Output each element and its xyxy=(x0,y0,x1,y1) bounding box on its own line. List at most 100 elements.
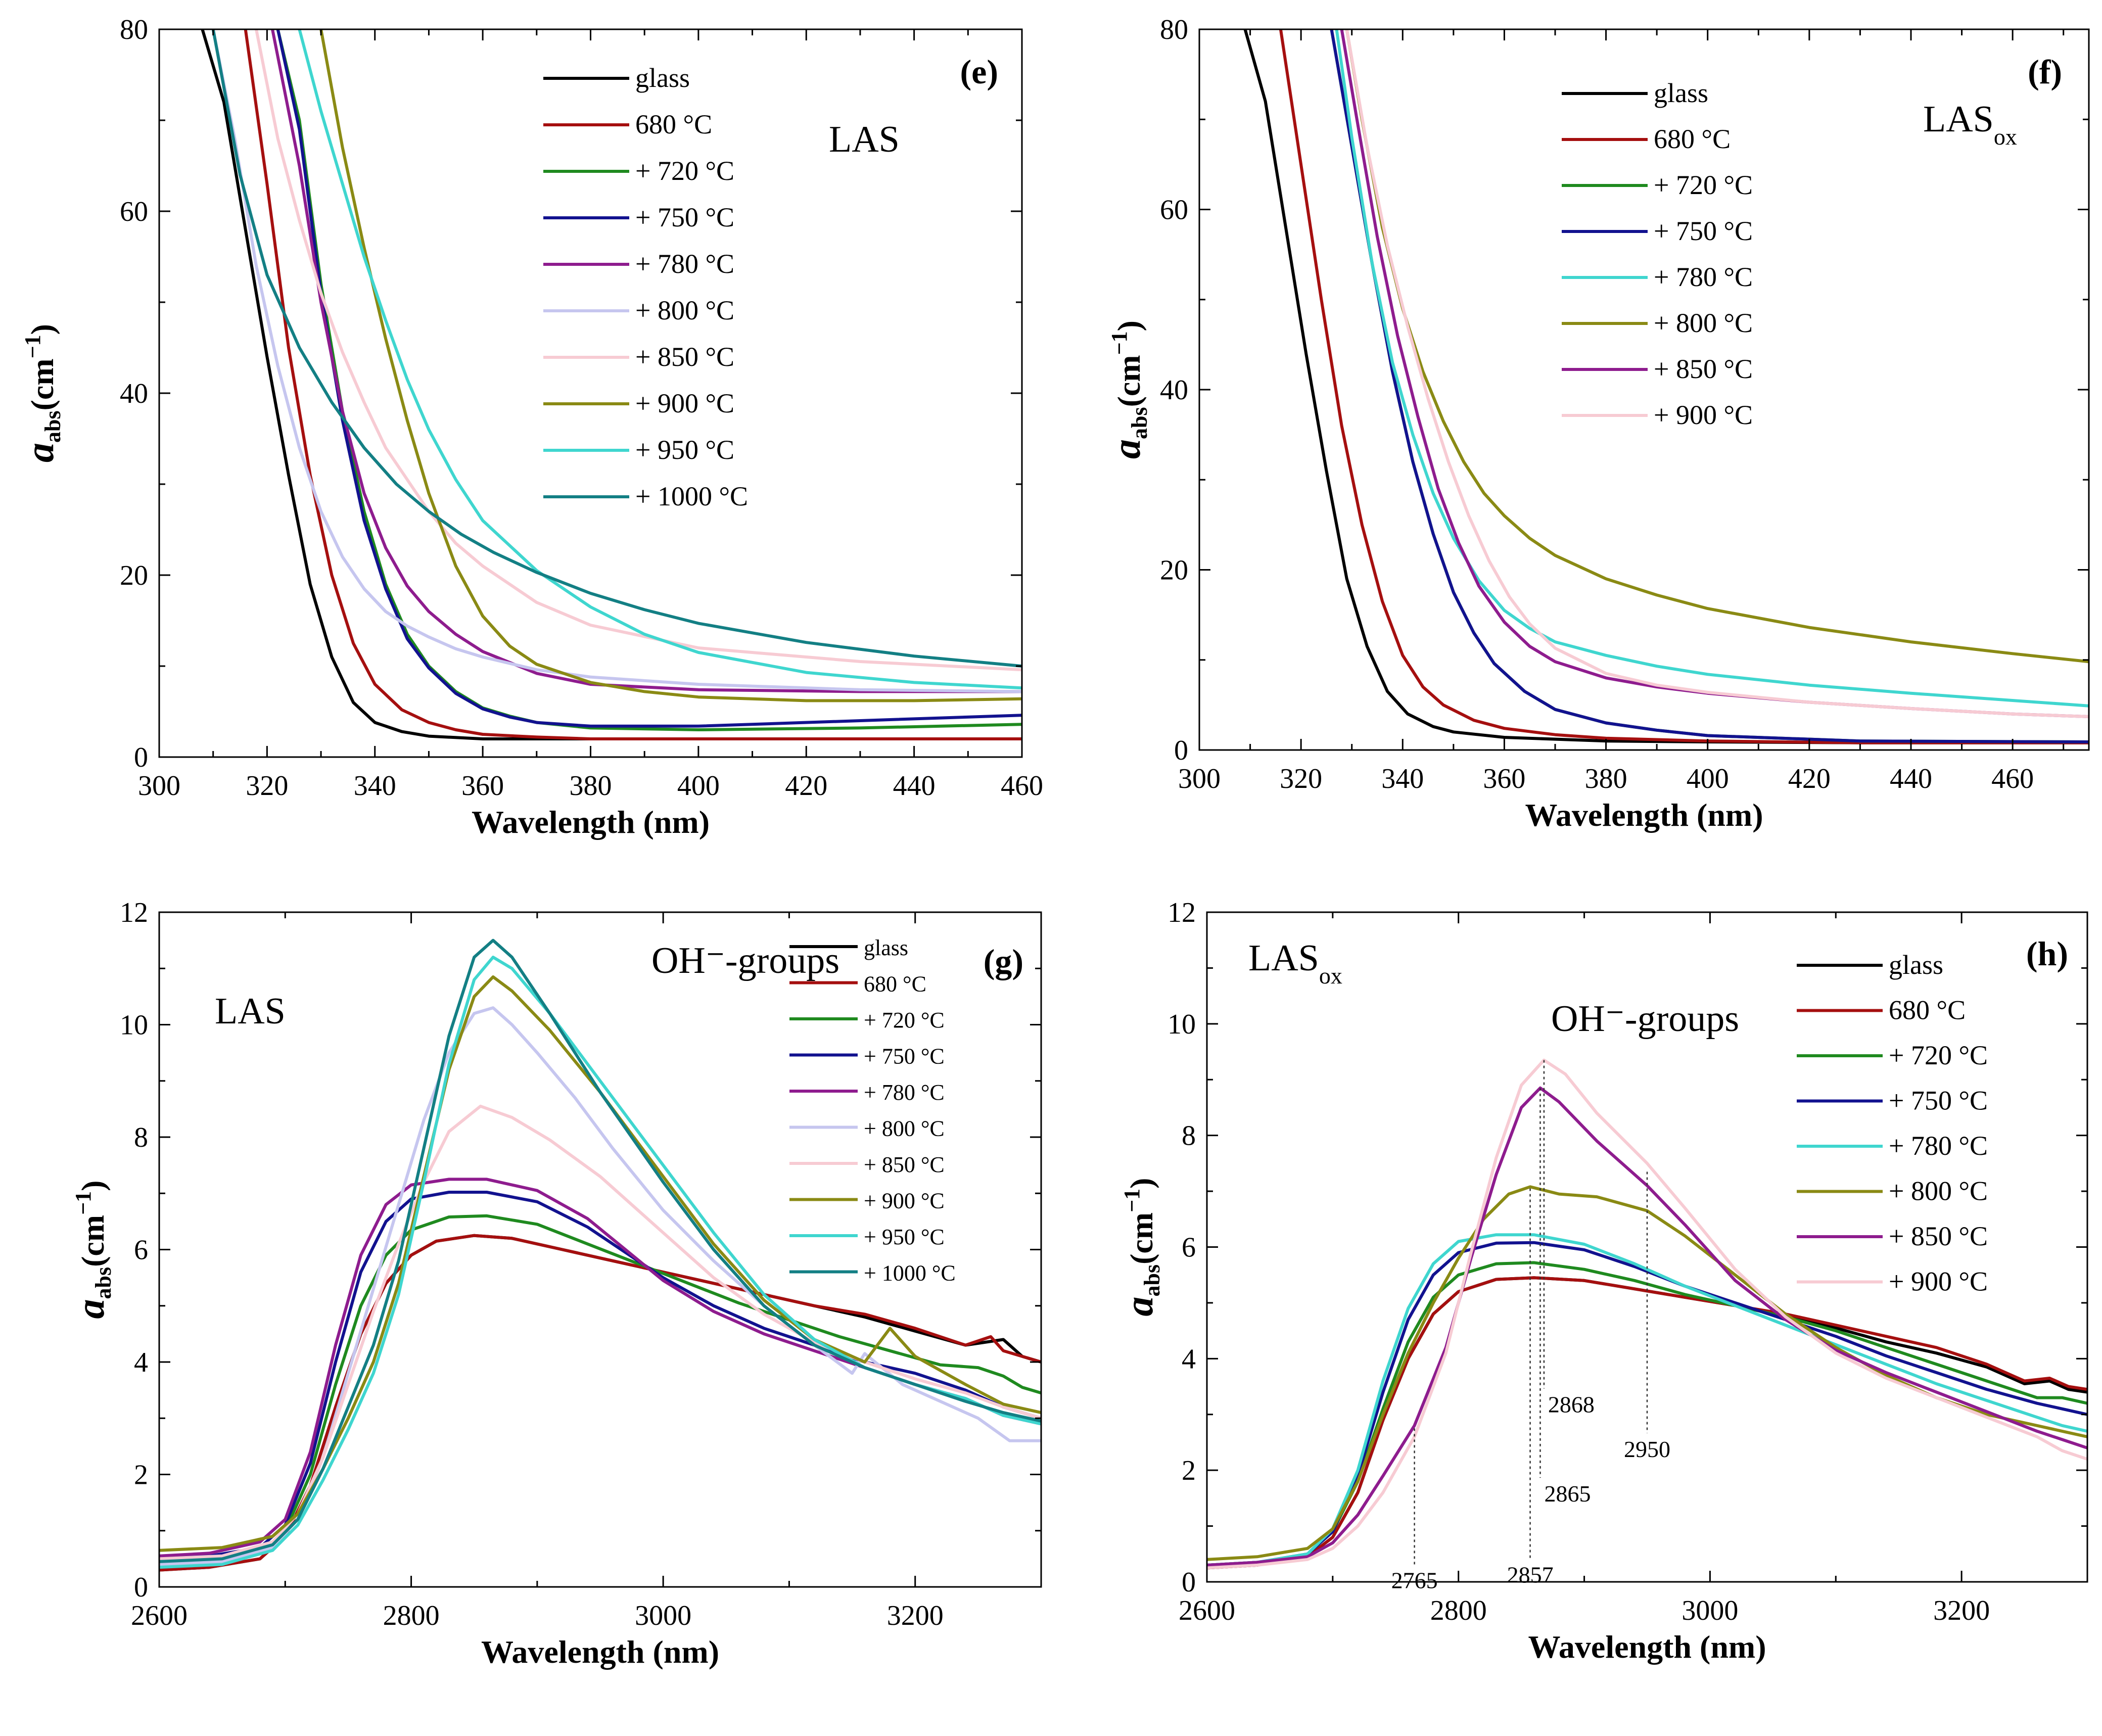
legend-label: 680 °C xyxy=(1889,995,1966,1025)
series-line-850-c xyxy=(159,1104,1041,1561)
y-tick-label: 2 xyxy=(1182,1455,1196,1486)
y-axis-unit-close: ) xyxy=(1124,1178,1159,1188)
legend-label: + 850 °C xyxy=(1654,354,1753,384)
y-tick-label: 40 xyxy=(1160,374,1188,406)
y-tick-label: 12 xyxy=(1167,897,1196,928)
y-tick-label: 20 xyxy=(1160,555,1188,586)
legend-label: + 850 °C xyxy=(1889,1221,1988,1251)
legend-label: 680 °C xyxy=(864,972,926,997)
legend-label: + 1000 °C xyxy=(864,1261,956,1286)
y-tick-label: 0 xyxy=(1182,1567,1196,1598)
legend-label: 680 °C xyxy=(1654,124,1731,154)
legend-label: + 750 °C xyxy=(864,1044,945,1069)
legend-label: + 750 °C xyxy=(1889,1086,1988,1116)
y-axis-title: aabs(cm−1) xyxy=(18,324,65,462)
y-tick-label: 12 xyxy=(120,897,148,928)
y-tick-label: 6 xyxy=(134,1235,148,1266)
y-axis-title: aabs(cm−1) xyxy=(68,1180,116,1319)
y-tick-label: 0 xyxy=(134,1572,148,1603)
legend-label: + 750 °C xyxy=(635,202,734,232)
panel-label: (f) xyxy=(2028,53,2062,91)
sample-label: LASox xyxy=(1248,937,1342,989)
legend-label: + 800 °C xyxy=(635,295,734,325)
x-tick-label: 3000 xyxy=(1681,1595,1738,1626)
y-tick-label: 0 xyxy=(1174,735,1188,766)
y-axis-exponent: −1 xyxy=(1119,1189,1144,1212)
sample-name: LAS xyxy=(829,119,900,160)
annotation-oh-groups: OH⁻-groups xyxy=(651,940,839,981)
y-tick-label: 60 xyxy=(1160,195,1188,226)
panel-label: (e) xyxy=(960,53,998,91)
y-axis-title: aabs(cm−1) xyxy=(1117,1178,1164,1316)
legend-label: + 720 °C xyxy=(1654,170,1753,200)
legend: glass 680 °C + 720 °C + 750 °C + 780 °C + 800… xyxy=(789,935,956,1286)
y-axis-symbol: a xyxy=(18,443,62,462)
x-tick-label: 340 xyxy=(354,770,396,802)
peak-label: 2765 xyxy=(1391,1567,1438,1593)
y-axis-exponent: −1 xyxy=(71,1191,96,1215)
legend-label: glass xyxy=(864,935,908,960)
legend-label: + 800 °C xyxy=(864,1116,945,1141)
x-tick-label: 400 xyxy=(677,770,720,802)
y-tick-label: 4 xyxy=(134,1347,148,1378)
x-tick-label: 420 xyxy=(1788,763,1831,794)
x-tick-label: 320 xyxy=(1280,763,1322,794)
panel-label: (h) xyxy=(2026,934,2068,973)
legend-label: + 1000 °C xyxy=(635,481,748,511)
legend: glass 680 °C + 720 °C + 750 °C + 780 °C + 800… xyxy=(1797,950,1988,1297)
sample-name: LAS xyxy=(1923,99,1994,140)
y-axis-symbol: a xyxy=(68,1299,112,1319)
y-tick-label: 8 xyxy=(1182,1120,1196,1152)
series-line-680-c xyxy=(244,29,1022,740)
peak-label: 2950 xyxy=(1624,1436,1670,1462)
chart-panel-g: 2600 2800 3000 3200 0 2 4 6 8 10 12 Wavelength (nm)… xyxy=(68,897,1042,1670)
x-tick-label: 360 xyxy=(1483,763,1525,794)
sample-name: LAS xyxy=(215,991,286,1032)
panel-label: (g) xyxy=(984,942,1023,980)
legend-label: + 720 °C xyxy=(864,1008,945,1033)
legend-label: + 950 °C xyxy=(864,1225,945,1249)
x-tick-label: 460 xyxy=(1001,770,1043,802)
x-tick-label: 2800 xyxy=(383,1600,440,1631)
legend-label: glass xyxy=(1654,78,1708,108)
plot-area xyxy=(1243,29,2089,744)
series-line-850-c xyxy=(1207,1086,2087,1567)
series-line-800-c xyxy=(211,29,1022,693)
x-tick-label: 380 xyxy=(570,770,612,802)
y-axis-unit: (cm xyxy=(24,358,60,410)
x-tick-label: 3000 xyxy=(635,1600,691,1631)
y-tick-label: 20 xyxy=(120,560,148,591)
legend-label: + 720 °C xyxy=(1889,1040,1988,1070)
sample-subscript: ox xyxy=(1994,124,2017,150)
legend-label: 680 °C xyxy=(635,109,712,139)
legend: glass 680 °C + 720 °C + 750 °C + 780 °C + 800… xyxy=(1562,78,1753,430)
series-line-720-c xyxy=(159,1214,1041,1566)
peak-label: 2865 xyxy=(1544,1481,1591,1507)
legend-label: + 850 °C xyxy=(635,342,734,372)
y-axis-symbol: a xyxy=(1104,439,1148,459)
annotation-oh-groups: OH⁻-groups xyxy=(1551,998,1739,1040)
plot-area xyxy=(159,939,1041,1572)
series-line-780-c xyxy=(1335,29,2089,708)
series-line-900-c xyxy=(1207,1058,2087,1570)
sample-label: LASox xyxy=(1923,99,2017,150)
series-line-glass xyxy=(1243,29,2089,744)
y-axis-unit-close: ) xyxy=(24,324,60,335)
x-axis-title: Wavelength (nm) xyxy=(481,1634,719,1670)
legend-label: + 900 °C xyxy=(1889,1266,1988,1297)
series-line-900-c xyxy=(1345,29,2089,718)
x-tick-label: 300 xyxy=(1178,763,1221,794)
y-axis-exponent: −1 xyxy=(1107,331,1132,355)
x-tick-label: 380 xyxy=(1585,763,1627,794)
series-line-850-c xyxy=(255,29,1022,672)
sample-label: LAS xyxy=(215,991,286,1032)
y-axis-subscript: abs xyxy=(91,1267,116,1299)
legend-label: + 850 °C xyxy=(864,1152,945,1177)
legend-label: + 800 °C xyxy=(1654,308,1753,338)
legend-label: + 780 °C xyxy=(1889,1131,1988,1161)
series-line-1000-c xyxy=(211,29,1022,668)
sample-label: LAS xyxy=(829,119,900,160)
y-tick-label: 60 xyxy=(120,196,148,227)
y-axis-subscript: abs xyxy=(40,410,65,443)
